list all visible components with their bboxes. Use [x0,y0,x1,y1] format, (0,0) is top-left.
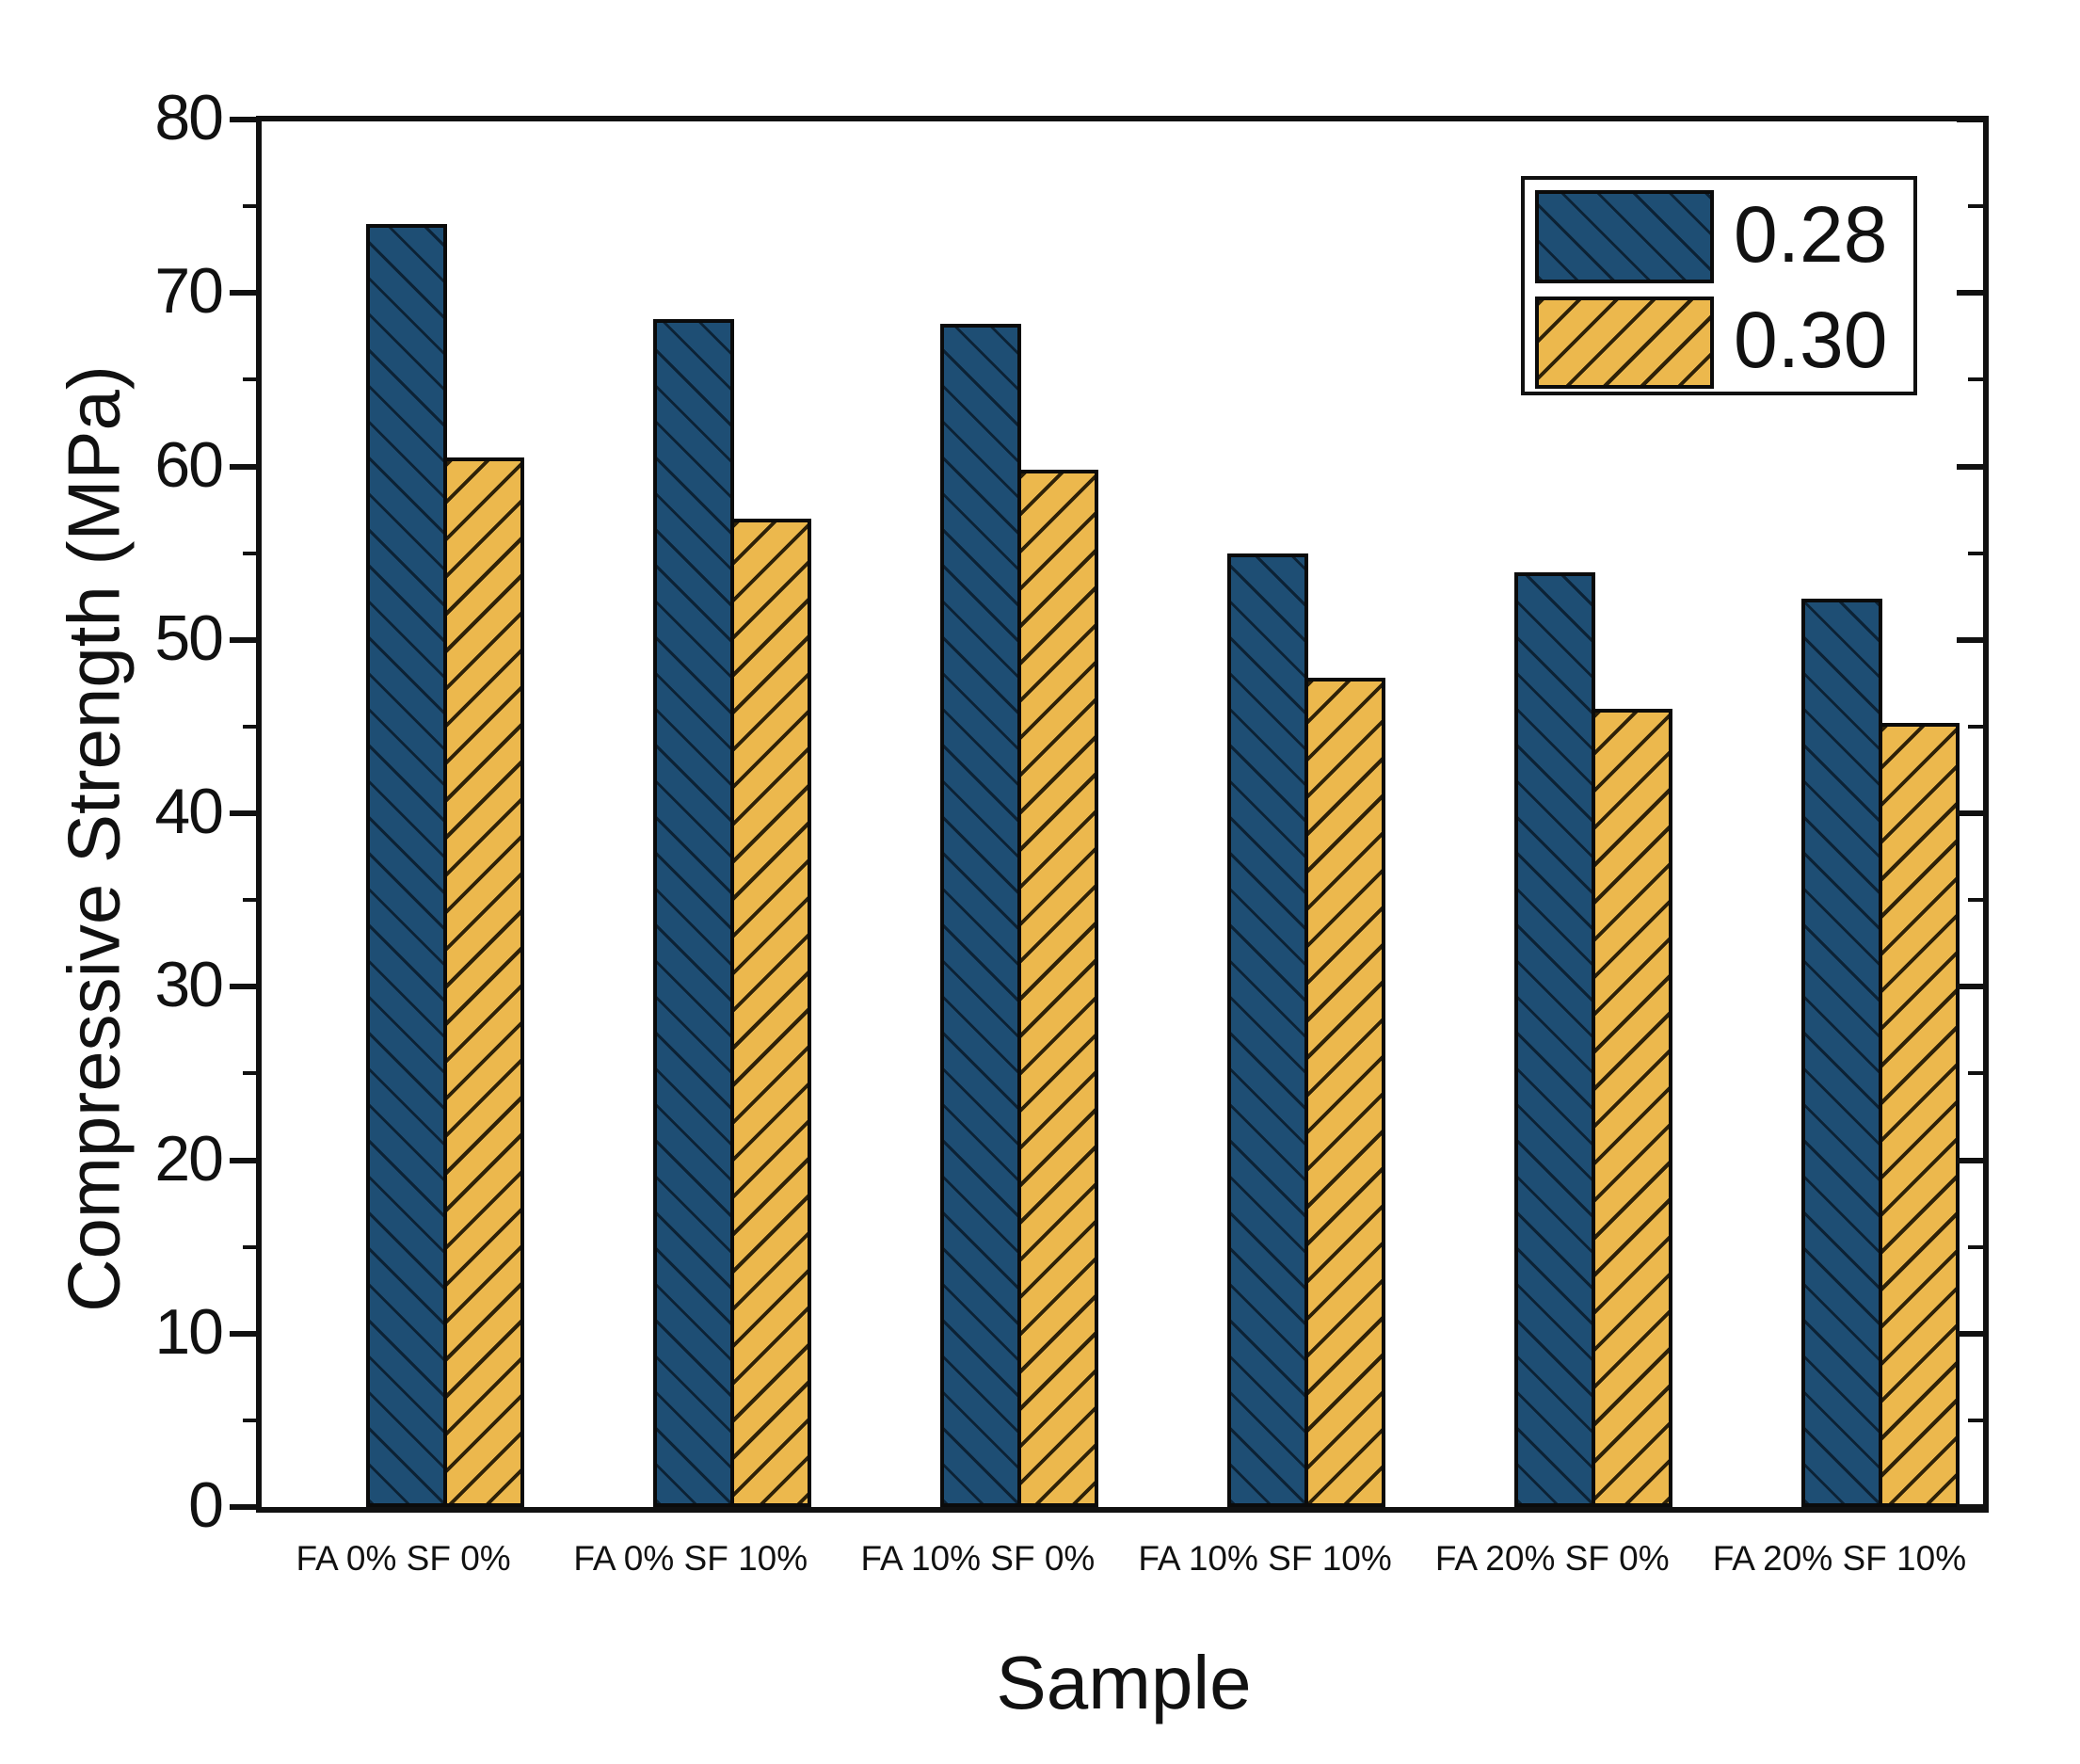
y-minor-tick-right [1968,204,1983,209]
bar-0.28-FA-0-SF-10 [652,319,734,1507]
x-tick-label: FA 0% SF 10% [573,1539,808,1578]
y-minor-tick-right [1968,551,1983,555]
y-major-tick-left [230,117,258,122]
y-minor-tick-right [1968,1418,1983,1422]
y-major-tick-right [1957,117,1983,122]
y-tick-label: 0 [188,1469,224,1541]
x-tick-label: FA 10% SF 10% [1138,1539,1392,1578]
y-major-tick-right [1957,810,1983,816]
y-minor-tick-right [1968,377,1983,382]
x-tick-label: FA 20% SF 0% [1434,1539,1670,1578]
y-major-tick-right [1957,463,1983,470]
x-tick-label: FA 20% SF 10% [1712,1539,1967,1578]
x-tick-label: FA 10% SF 0% [860,1539,1096,1578]
y-major-tick-left [230,463,258,470]
bar-0.28-FA-0-SF-0 [365,224,447,1507]
bar-0.30-FA-10-SF-0 [1016,470,1098,1507]
y-tick-label: 80 [154,82,224,153]
y-major-tick-right [1957,1504,1983,1510]
y-major-tick-left [230,636,258,643]
y-minor-tick-left [243,204,258,209]
y-tick-label: 60 [154,428,224,501]
y-major-tick-left [230,810,258,816]
bar-0.28-FA-20-SF-10 [1801,599,1883,1507]
y-major-tick-right [1957,636,1983,643]
y-tick-label: 50 [154,601,224,674]
y-major-tick-left [230,290,258,297]
legend-label-030: 0.30 [1734,296,1888,384]
bar-0.30-FA-20-SF-10 [1879,723,1960,1507]
legend-swatch-030-icon [1535,297,1714,389]
y-minor-tick-right [1968,1071,1983,1076]
y-major-tick-right [1957,1157,1983,1163]
y-minor-tick-right [1968,898,1983,903]
y-minor-tick-left [243,1418,258,1422]
y-tick-label: 20 [154,1122,224,1195]
bar-0.30-FA-0-SF-0 [442,457,524,1507]
y-minor-tick-left [243,1071,258,1076]
y-tick-label: 40 [154,776,224,847]
y-major-tick-right [1957,984,1983,990]
y-minor-tick-left [243,377,258,382]
y-minor-tick-left [243,551,258,555]
y-major-tick-left [230,1330,258,1337]
y-tick-label: 30 [154,949,224,1021]
bar-0.30-FA-10-SF-10 [1304,678,1386,1507]
y-tick-label: 70 [154,255,224,328]
bar-0.28-FA-20-SF-0 [1514,572,1596,1507]
y-minor-tick-left [243,1244,258,1249]
y-major-tick-right [1957,1330,1983,1337]
legend: 0.28 0.30 [1521,176,1917,395]
y-tick-label: 10 [154,1295,224,1368]
x-tick-label: FA 0% SF 0% [296,1539,511,1578]
legend-swatch-028-icon [1535,190,1714,283]
y-major-tick-left [230,1157,258,1163]
bar-0.28-FA-10-SF-0 [939,324,1021,1507]
y-major-tick-left [230,984,258,990]
y-minor-tick-left [243,724,258,729]
x-axis-title: Sample [996,1641,1252,1724]
bar-0.28-FA-10-SF-10 [1227,553,1309,1507]
y-major-tick-right [1957,290,1983,297]
legend-label-028: 0.28 [1734,190,1888,279]
y-minor-tick-left [243,898,258,903]
bar-0.30-FA-20-SF-0 [1592,709,1673,1507]
y-major-tick-left [230,1504,258,1510]
y-minor-tick-right [1968,724,1983,729]
y-minor-tick-right [1968,1244,1983,1249]
bar-0.30-FA-0-SF-10 [729,519,811,1507]
